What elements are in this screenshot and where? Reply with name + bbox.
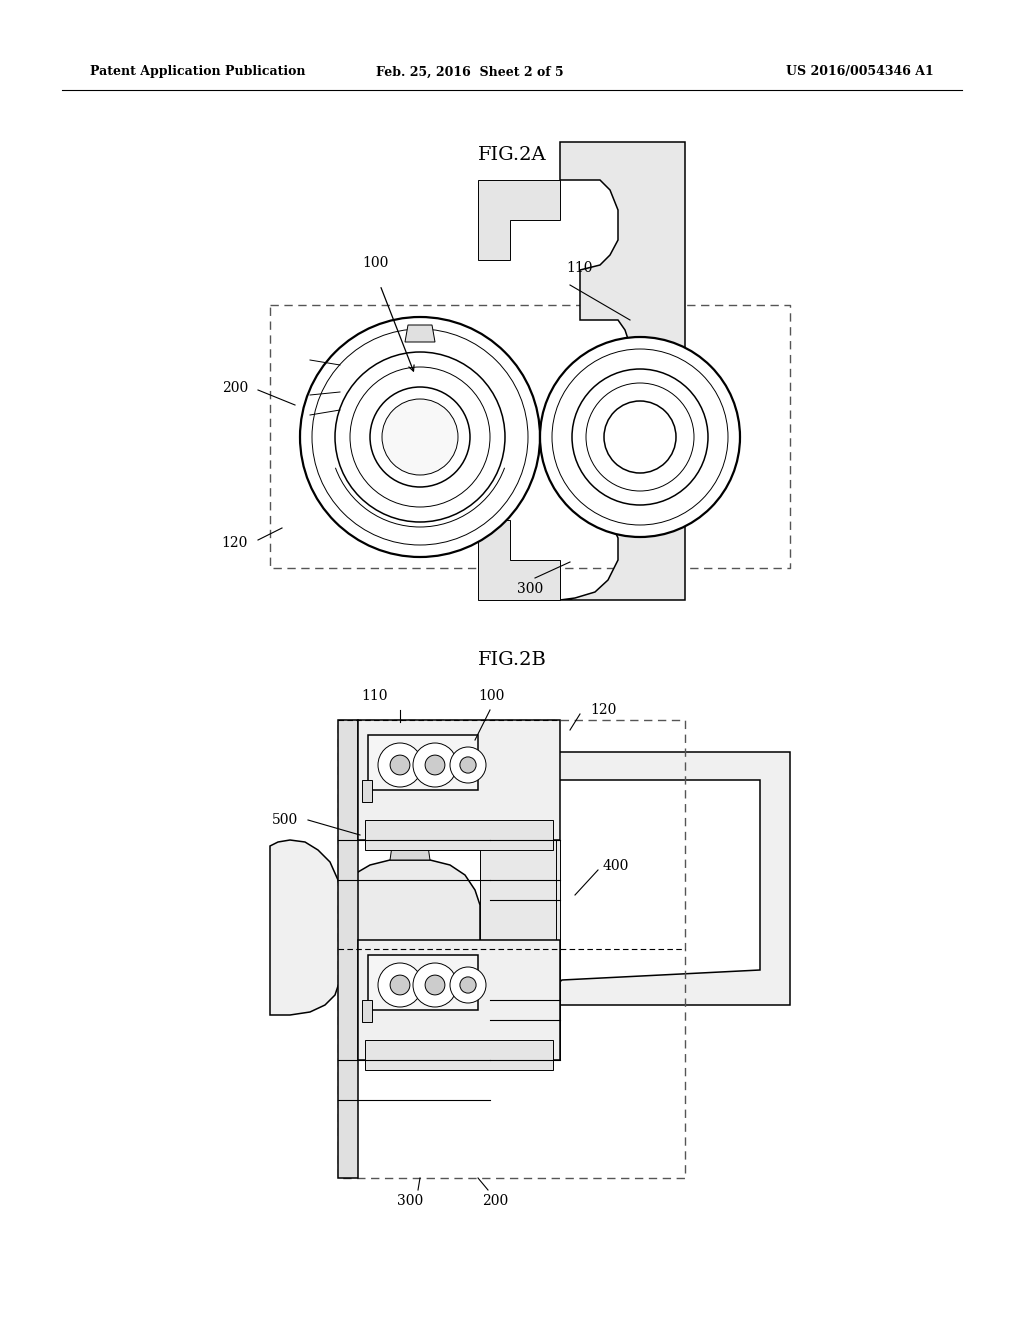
Bar xyxy=(368,954,478,1010)
Bar xyxy=(368,735,478,789)
Circle shape xyxy=(390,755,410,775)
Circle shape xyxy=(425,975,444,995)
Text: 120: 120 xyxy=(590,704,616,717)
Bar xyxy=(362,780,372,803)
Text: US 2016/0054346 A1: US 2016/0054346 A1 xyxy=(786,66,934,78)
Text: 110: 110 xyxy=(361,689,388,704)
Text: 100: 100 xyxy=(479,689,505,704)
Circle shape xyxy=(312,329,528,545)
Text: 400: 400 xyxy=(603,859,630,873)
Polygon shape xyxy=(550,752,790,1005)
Circle shape xyxy=(378,743,422,787)
Bar xyxy=(271,306,790,568)
Text: 120: 120 xyxy=(221,536,248,550)
Circle shape xyxy=(572,370,708,506)
Circle shape xyxy=(413,964,457,1007)
Circle shape xyxy=(552,348,728,525)
Text: 100: 100 xyxy=(361,256,388,271)
Polygon shape xyxy=(406,325,435,342)
Circle shape xyxy=(378,964,422,1007)
Circle shape xyxy=(586,383,694,491)
Bar xyxy=(365,820,553,850)
Text: Patent Application Publication: Patent Application Publication xyxy=(90,66,305,78)
Circle shape xyxy=(540,337,740,537)
Circle shape xyxy=(370,387,470,487)
Circle shape xyxy=(300,317,540,557)
Text: 200: 200 xyxy=(222,381,248,395)
Bar xyxy=(362,1001,372,1022)
Polygon shape xyxy=(480,820,556,945)
Text: 300: 300 xyxy=(397,1195,423,1208)
Circle shape xyxy=(604,401,676,473)
Circle shape xyxy=(350,367,490,507)
Circle shape xyxy=(450,747,486,783)
Text: 500: 500 xyxy=(271,813,298,828)
Polygon shape xyxy=(560,143,685,601)
Circle shape xyxy=(335,352,505,521)
Text: 200: 200 xyxy=(482,1195,508,1208)
Text: Feb. 25, 2016  Sheet 2 of 5: Feb. 25, 2016 Sheet 2 of 5 xyxy=(376,66,564,78)
Bar xyxy=(338,719,358,1177)
Polygon shape xyxy=(395,979,430,1015)
Text: 300: 300 xyxy=(517,582,543,597)
Circle shape xyxy=(425,755,444,775)
Circle shape xyxy=(382,399,458,475)
Polygon shape xyxy=(478,520,560,601)
Bar xyxy=(358,940,560,1060)
Polygon shape xyxy=(370,770,450,830)
Bar xyxy=(358,719,560,840)
Polygon shape xyxy=(340,861,480,1015)
Circle shape xyxy=(390,975,410,995)
Text: FIG.2B: FIG.2B xyxy=(477,651,547,669)
Bar xyxy=(338,719,685,1177)
Circle shape xyxy=(460,977,476,993)
Circle shape xyxy=(450,968,486,1003)
Bar xyxy=(365,1040,553,1071)
Circle shape xyxy=(413,743,457,787)
Bar xyxy=(490,840,560,1060)
Polygon shape xyxy=(270,840,344,1015)
Polygon shape xyxy=(390,775,430,861)
Text: FIG.2A: FIG.2A xyxy=(477,147,547,164)
Circle shape xyxy=(460,756,476,774)
Polygon shape xyxy=(478,180,560,260)
Text: 110: 110 xyxy=(566,261,593,275)
